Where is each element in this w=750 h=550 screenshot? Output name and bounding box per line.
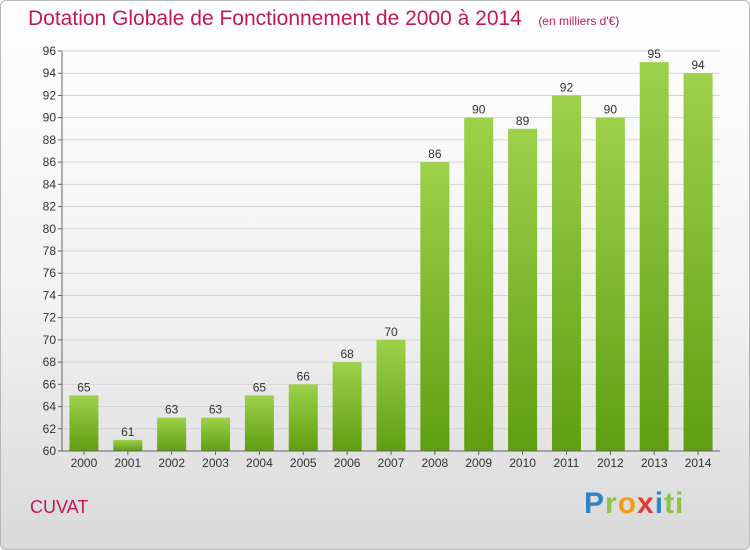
data-label: 66 [297,369,311,383]
y-tick-label: 80 [43,222,57,236]
x-tick-label: 2013 [641,456,668,470]
data-label: 70 [384,325,398,339]
x-tick-label: 2009 [465,456,492,470]
y-tick-label: 68 [43,355,57,369]
y-tick-label: 84 [43,177,57,191]
x-tick-label: 2003 [202,456,229,470]
bar-2004 [244,395,274,451]
y-tick-label: 74 [43,288,57,302]
y-tick-label: 90 [43,111,57,125]
y-tick-label: 66 [43,377,57,391]
y-tick-label: 72 [43,311,57,325]
y-tick-label: 96 [43,44,57,58]
x-tick-label: 2010 [509,456,536,470]
proxiti-logo: Proxiti [584,487,685,520]
bar-2001 [113,439,143,451]
x-tick-label: 2002 [158,456,185,470]
y-tick-label: 86 [43,155,57,169]
y-tick-label: 82 [43,200,57,214]
bar-2000 [69,395,99,451]
data-label: 65 [77,380,91,394]
x-tick-label: 2005 [290,456,317,470]
x-tick-label: 2001 [114,456,141,470]
y-tick-label: 76 [43,266,57,280]
x-tick-label: 2004 [246,456,273,470]
y-tick-label: 78 [43,244,57,258]
title-text: Dotation Globale de Fonctionnement de 20… [28,7,522,30]
y-tick-label: 60 [43,444,57,458]
data-label: 68 [340,347,354,361]
data-label: 90 [472,103,486,117]
bar-2007 [376,339,406,451]
bar-2006 [332,362,362,451]
chart-title: Dotation Globale de Fonctionnement de 20… [28,7,619,31]
data-label: 95 [648,47,662,61]
bar-2003 [201,417,231,451]
bar-2002 [157,417,187,451]
x-tick-label: 2006 [334,456,361,470]
unit-note: (en milliers d'€) [538,14,620,28]
data-label: 92 [560,80,574,94]
commune-name: CUVAT [30,497,89,517]
data-label: 63 [165,403,179,417]
y-tick-label: 88 [43,133,57,147]
data-label: 94 [691,58,705,72]
bar-2009 [464,117,494,452]
bar-2012 [595,117,625,452]
bar-2013 [639,62,669,451]
y-tick-label: 70 [43,333,57,347]
data-label: 89 [516,114,530,128]
bar-2008 [420,162,450,451]
data-label: 63 [209,403,223,417]
y-tick-label: 62 [43,422,57,436]
y-tick-label: 94 [43,66,57,80]
x-tick-label: 2014 [685,456,712,470]
bar-2005 [288,384,318,451]
data-label: 61 [121,425,135,439]
data-label: 90 [604,103,618,117]
bar-2014 [683,73,713,451]
x-tick-label: 2008 [422,456,449,470]
data-label: 65 [253,380,267,394]
bar-2011 [551,95,581,451]
bar-2010 [508,128,538,451]
y-tick-label: 64 [43,400,57,414]
x-tick-label: 2000 [71,456,98,470]
y-tick-label: 92 [43,88,57,102]
data-label: 86 [428,147,442,161]
x-tick-label: 2012 [597,456,624,470]
x-tick-label: 2011 [554,456,580,470]
x-tick-label: 2007 [378,456,405,470]
